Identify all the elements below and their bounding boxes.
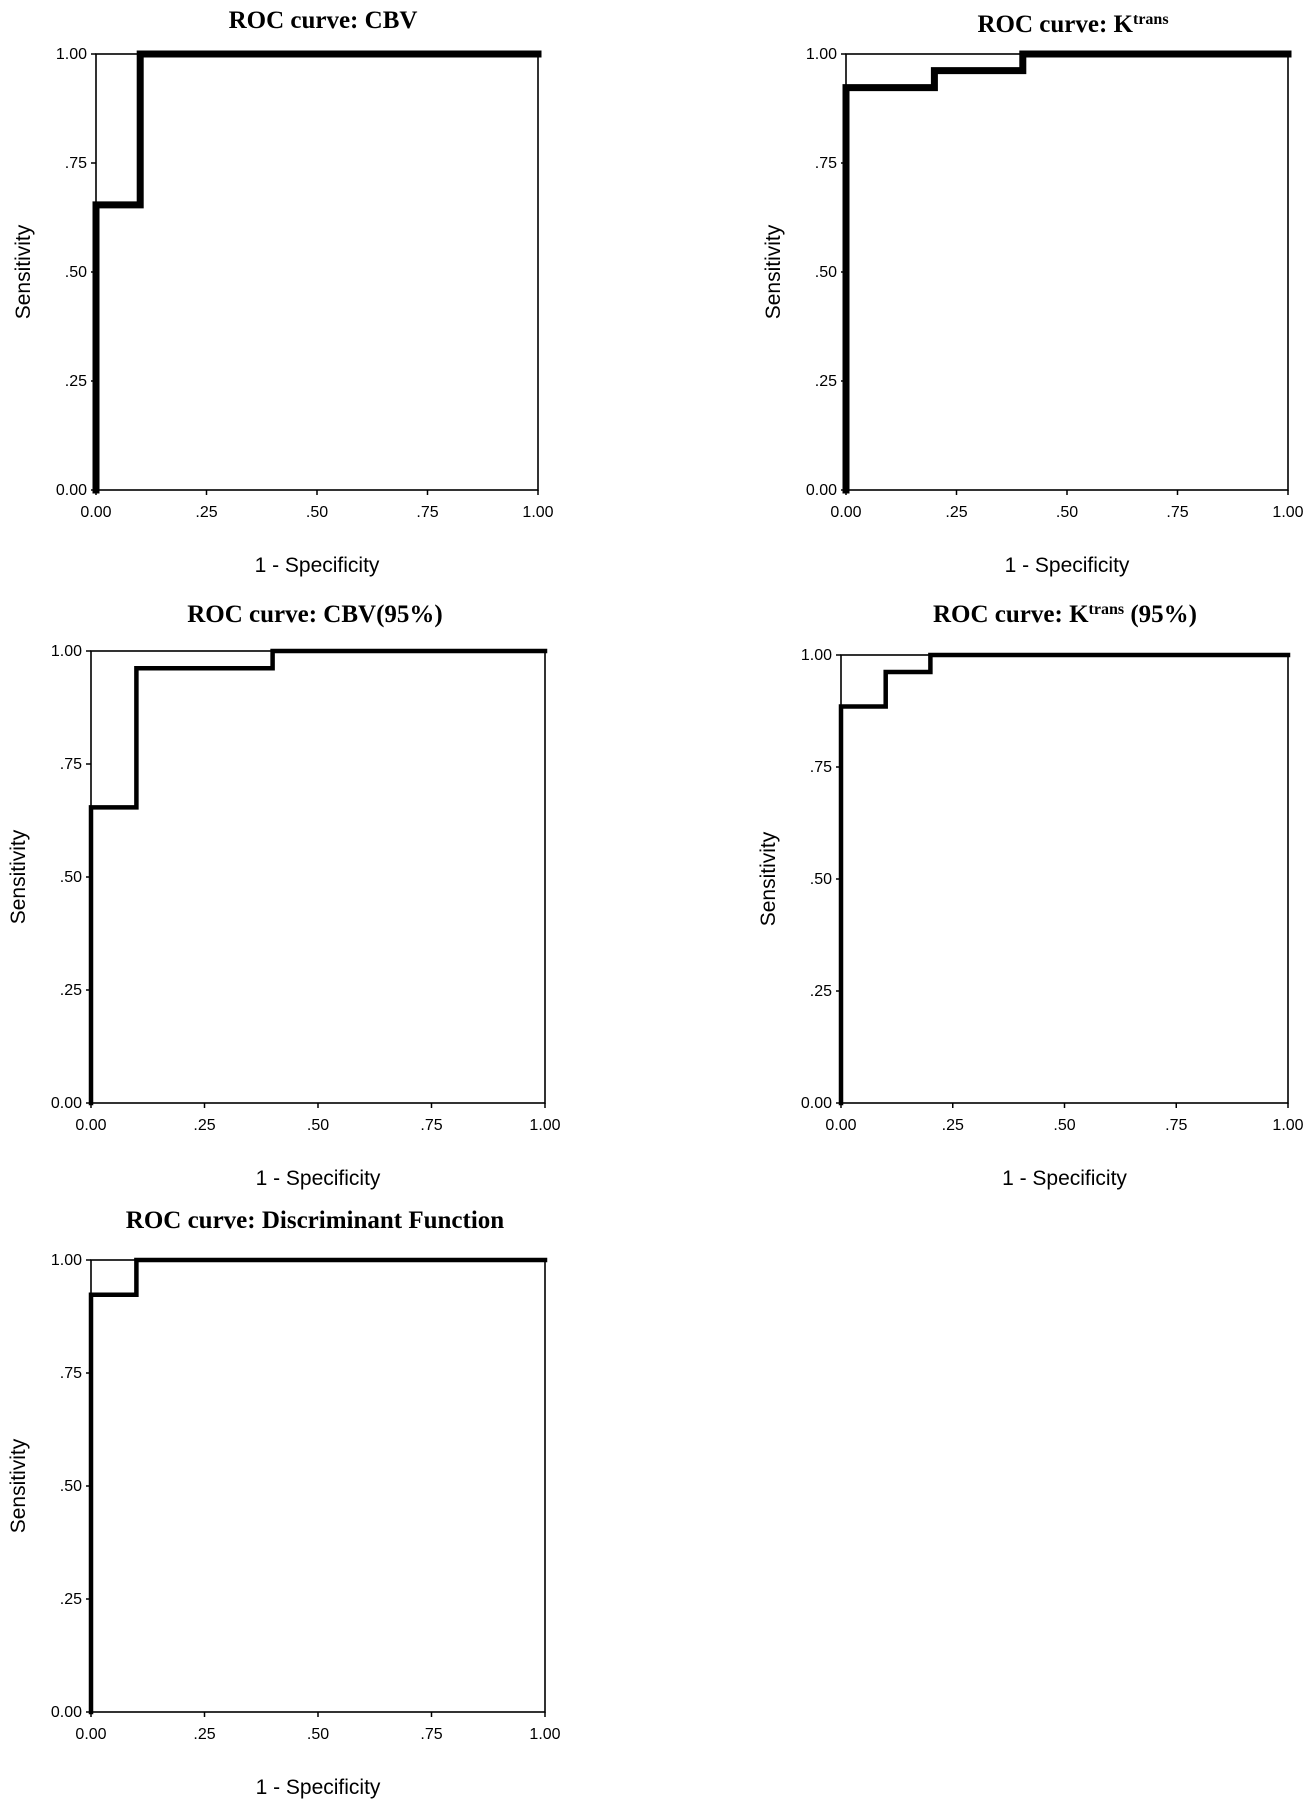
chart-title: ROC curve: CBV: [229, 7, 418, 34]
title-text: ROC curve: CBV: [229, 7, 418, 34]
x-tick-label: .50: [1053, 1117, 1075, 1134]
x-tick-label: 1.00: [522, 504, 553, 521]
x-tick-label: .75: [420, 1726, 442, 1743]
y-axis-label: Sensitivity: [7, 829, 30, 924]
chart-title: ROC curve: Discriminant Function: [126, 1207, 505, 1234]
y-tick-label: .75: [60, 756, 82, 773]
roc-panel-2: ROC curve: Ktrans 0.00 .25 .50 .75 1.00 0.00 .2…: [762, 11, 1304, 578]
x-tick-label: 0.00: [80, 504, 111, 521]
y-tick-label: 0.00: [801, 1095, 832, 1112]
x-tick-label: 0.00: [825, 1117, 856, 1134]
x-axis-label: 1 - Specificity: [1005, 554, 1130, 577]
x-tick-label: .25: [193, 1117, 215, 1134]
x-tick-label: .75: [1166, 504, 1188, 521]
y-axis-label: Sensitivity: [7, 1438, 30, 1533]
chart-title: ROC curve: Ktrans: [977, 11, 1168, 39]
y-tick-label: .75: [65, 155, 87, 172]
x-tick-label: .25: [193, 1726, 215, 1743]
x-tick-label: .25: [942, 1117, 964, 1134]
y-tick-label: 1.00: [56, 46, 87, 63]
plot-frame: [845, 53, 1289, 491]
title-superscript: trans: [1089, 601, 1125, 618]
y-tick-label: .25: [60, 1591, 82, 1608]
roc-curve: [92, 50, 542, 494]
x-tick-label: .25: [945, 504, 967, 521]
y-tick-label: .75: [810, 759, 832, 776]
x-tick-label: 1.00: [529, 1117, 560, 1134]
title-text: (95%): [1124, 601, 1197, 628]
plot-frame: [90, 650, 546, 1104]
y-tick-label: .50: [810, 871, 832, 888]
y-axis-label: Sensitivity: [12, 224, 35, 319]
y-tick-label: 1.00: [806, 46, 837, 63]
plot-frame: [90, 1259, 546, 1713]
x-tick-label: 1.00: [529, 1726, 560, 1743]
y-tick-label: .75: [60, 1365, 82, 1382]
y-tick-label: 1.00: [51, 1252, 82, 1269]
x-tick-label: .50: [307, 1117, 329, 1134]
x-tick-label: .75: [420, 1117, 442, 1134]
plot-frame: [95, 53, 539, 491]
roc-curve: [842, 50, 1292, 494]
x-tick-label: .50: [1056, 504, 1078, 521]
x-axis-label: 1 - Specificity: [255, 554, 380, 577]
x-tick-label: .25: [195, 504, 217, 521]
y-tick-label: .25: [810, 983, 832, 1000]
chart-title: ROC curve: Ktrans (95%): [933, 601, 1197, 629]
x-tick-label: .75: [416, 504, 438, 521]
y-tick-label: .50: [60, 869, 82, 886]
y-tick-label: .50: [65, 264, 87, 281]
roc-curve: [88, 648, 548, 1106]
y-tick-label: .50: [60, 1478, 82, 1495]
x-tick-label: .50: [306, 504, 328, 521]
title-text: ROC curve: K: [933, 601, 1089, 628]
y-tick-label: .25: [65, 373, 87, 390]
title-text: ROC curve: K: [977, 11, 1133, 38]
roc-panel-4: ROC curve: Ktrans (95%) 0.00 .25 .50 .75 1.00…: [757, 601, 1304, 1191]
y-tick-label: .50: [815, 264, 837, 281]
y-tick-label: .75: [815, 155, 837, 172]
plot-frame: [840, 654, 1289, 1104]
y-tick-label: 0.00: [806, 482, 837, 499]
roc-panel-3: ROC curve: CBV(95%) 0.00 .25 .50 .75 1.00 0.00…: [7, 601, 561, 1190]
y-tick-label: 1.00: [801, 647, 832, 664]
title-text: ROC curve: Discriminant Function: [126, 1207, 505, 1234]
x-tick-label: 0.00: [75, 1117, 106, 1134]
roc-curve: [838, 652, 1291, 1106]
y-tick-label: 0.00: [51, 1704, 82, 1721]
roc-panel-5: ROC curve: Discriminant Function 0.00 .25.…: [7, 1207, 561, 1799]
x-tick-label: .75: [1165, 1117, 1187, 1134]
y-tick-label: 1.00: [51, 643, 82, 660]
x-tick-label: .50: [307, 1726, 329, 1743]
y-axis-label: Sensitivity: [762, 224, 785, 319]
y-axis-label: Sensitivity: [757, 831, 780, 926]
x-axis-label: 1 - Specificity: [1002, 1167, 1127, 1190]
x-tick-label: 0.00: [75, 1726, 106, 1743]
y-tick-label: .25: [815, 373, 837, 390]
y-tick-label: 0.00: [51, 1095, 82, 1112]
x-axis-label: 1 - Specificity: [256, 1167, 381, 1190]
roc-panel-1: ROC curve: CBV 0.00 .25 .50 .75 1.00 0.00 .25 .5…: [12, 7, 554, 577]
y-tick-label: .25: [60, 982, 82, 999]
chart-title: ROC curve: CBV(95%): [187, 601, 443, 628]
x-tick-label: 1.00: [1272, 1117, 1303, 1134]
title-superscript: trans: [1133, 11, 1169, 28]
title-text: ROC curve: CBV(95%): [187, 601, 443, 628]
x-tick-label: 0.00: [830, 504, 861, 521]
y-tick-label: 0.00: [56, 482, 87, 499]
x-axis-label: 1 - Specificity: [256, 1776, 381, 1799]
x-tick-label: 1.00: [1272, 504, 1303, 521]
roc-curve: [88, 1257, 548, 1715]
